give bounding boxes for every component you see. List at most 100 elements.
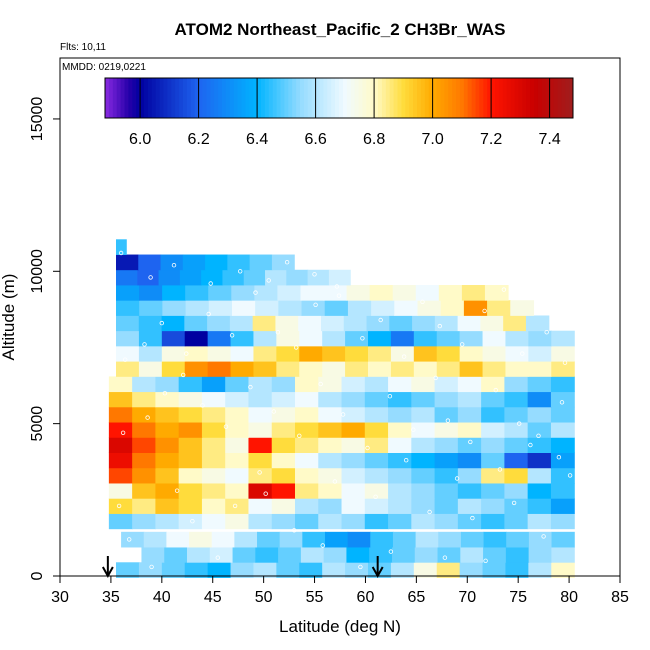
heatmap-cell bbox=[187, 547, 211, 563]
heatmap-cell bbox=[504, 437, 529, 453]
heatmap-cell bbox=[248, 437, 273, 453]
heatmap-cell bbox=[155, 483, 180, 499]
heatmap-cell bbox=[341, 452, 366, 469]
heatmap-cell bbox=[504, 452, 529, 469]
sample-point bbox=[470, 515, 475, 521]
heatmap-cell bbox=[463, 300, 488, 316]
heatmap-cell bbox=[322, 345, 346, 362]
sample-point bbox=[433, 375, 438, 381]
heatmap-cell bbox=[138, 315, 163, 332]
heatmap-cell bbox=[184, 562, 209, 578]
colorbar-segment bbox=[401, 78, 406, 118]
heatmap-cell bbox=[411, 513, 436, 530]
heatmap-cell bbox=[230, 330, 255, 347]
colorbar-segment bbox=[448, 78, 453, 118]
heatmap-cell bbox=[301, 300, 326, 316]
colorbar-segment bbox=[112, 78, 118, 118]
heatmap-cell bbox=[286, 269, 309, 286]
heatmap-cell bbox=[201, 452, 226, 469]
colorbar-segment bbox=[331, 78, 336, 118]
heatmap-cell bbox=[138, 562, 163, 578]
colorbar-segment bbox=[381, 78, 387, 118]
colorbar-segment bbox=[179, 78, 184, 118]
colorbar-segment bbox=[502, 78, 508, 118]
colorbar-segment bbox=[198, 78, 203, 118]
colorbar-segment bbox=[409, 78, 414, 118]
heatmap-cell bbox=[155, 513, 180, 530]
heatmap-cell bbox=[434, 498, 459, 514]
heatmap-cell bbox=[295, 452, 319, 469]
sample-point bbox=[442, 555, 448, 560]
heatmap-cell bbox=[201, 406, 226, 423]
sample-point bbox=[253, 290, 258, 295]
colorbar-segment bbox=[491, 78, 496, 118]
heatmap-layers bbox=[108, 239, 575, 578]
sample-point bbox=[497, 467, 503, 472]
sample-point bbox=[266, 278, 271, 283]
heatmap-cell bbox=[481, 406, 505, 423]
chart-title: ATOM2 Northeast_Pacific_2 CH3Br_WAS bbox=[175, 20, 506, 39]
heatmap-cell bbox=[108, 422, 133, 438]
sample-point bbox=[297, 433, 302, 438]
heatmap-cell bbox=[459, 330, 484, 347]
colorbar-segment bbox=[393, 78, 398, 118]
colorbar-segment bbox=[487, 78, 492, 118]
heatmap-cell bbox=[108, 406, 133, 423]
heatmap-cell bbox=[551, 562, 575, 578]
sample-point bbox=[334, 284, 340, 289]
heatmap-cell bbox=[116, 361, 140, 377]
heatmap-cell bbox=[390, 361, 415, 377]
heatmap-cell bbox=[299, 361, 323, 377]
colorbar-segment bbox=[549, 78, 554, 118]
colorbar-segment bbox=[452, 78, 457, 118]
sample-point bbox=[520, 351, 525, 356]
sample-point bbox=[142, 342, 147, 347]
colorbar-segment bbox=[378, 78, 383, 118]
y-axis: 0 5000 10000 15000 bbox=[29, 97, 60, 580]
heatmap-cell bbox=[504, 376, 529, 393]
y-tick-label: 5000 bbox=[29, 406, 46, 442]
heatmap-cell bbox=[253, 361, 277, 377]
heatmap-cell bbox=[225, 437, 250, 453]
heatmap-cell bbox=[457, 376, 482, 393]
colorbar-segment bbox=[171, 78, 176, 118]
heatmap-cell bbox=[234, 531, 258, 548]
heatmap-cell bbox=[388, 513, 412, 530]
colorbar-segment bbox=[264, 78, 270, 118]
heatmap-cell bbox=[252, 315, 277, 332]
colorbar-segment bbox=[342, 78, 348, 118]
sample-point bbox=[206, 311, 211, 317]
heatmap-cell bbox=[207, 315, 231, 332]
heatmap-cell bbox=[527, 452, 552, 469]
heatmap-cell bbox=[392, 285, 417, 301]
heatmap-cell bbox=[505, 361, 529, 377]
heatmap-cell bbox=[257, 531, 281, 548]
heatmap-cell bbox=[411, 406, 436, 423]
heatmap-cell bbox=[201, 437, 226, 453]
colorbar-segment bbox=[210, 78, 215, 118]
heatmap-cell bbox=[116, 269, 138, 286]
heatmap-cell bbox=[253, 562, 277, 578]
colorbar-segment bbox=[358, 78, 363, 118]
heatmap-cell bbox=[265, 269, 287, 286]
colorbar-segment bbox=[339, 78, 344, 118]
heatmap-cell bbox=[248, 498, 273, 514]
heatmap-cell bbox=[364, 376, 389, 393]
heatmap-cell bbox=[364, 513, 389, 530]
heatmap-cell bbox=[434, 391, 459, 408]
heatmap-cell bbox=[345, 562, 369, 578]
sample-point bbox=[148, 275, 153, 280]
heatmap-cell bbox=[178, 483, 203, 499]
sample-point bbox=[360, 336, 365, 341]
heatmap-cell bbox=[388, 452, 412, 469]
colorbar-segment bbox=[385, 78, 391, 118]
heatmap-cell bbox=[371, 300, 395, 316]
heatmap-cell bbox=[481, 376, 505, 393]
heatmap-cell bbox=[504, 391, 529, 408]
heatmap-cell bbox=[205, 254, 228, 271]
heatmap-cell bbox=[185, 285, 209, 301]
sample-point bbox=[294, 345, 299, 350]
heatmap-cell bbox=[527, 391, 552, 408]
heatmap-cell bbox=[322, 330, 346, 347]
